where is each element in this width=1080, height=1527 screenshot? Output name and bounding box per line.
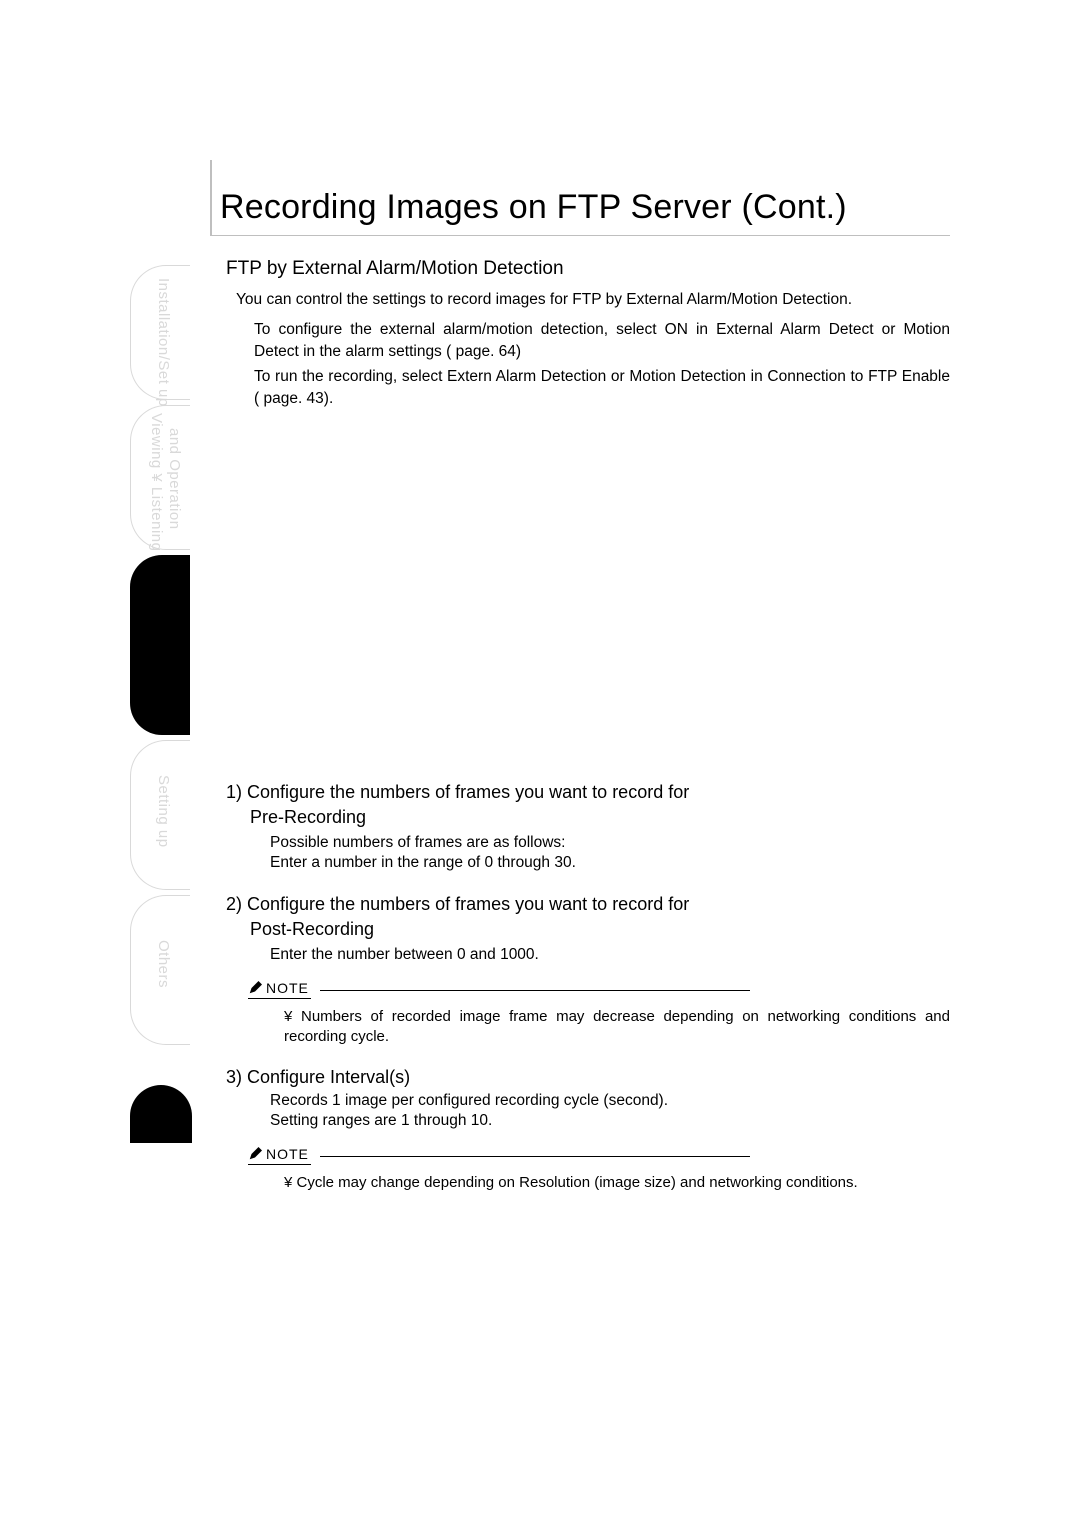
intro-paragraph: You can control the settings to record i…	[236, 290, 950, 311]
tab-others-label: Others	[155, 940, 172, 988]
title-wrap: Recording Images on FTP Server (Cont.)	[210, 160, 950, 236]
pencil-icon	[248, 981, 262, 995]
note-2-badge: NOTE	[248, 1146, 311, 1165]
content-column: Recording Images on FTP Server (Cont.) F…	[210, 160, 950, 1201]
note-1-rule	[320, 990, 750, 991]
page-thumb-icon	[130, 1085, 192, 1143]
step-1-sub: Pre-Recording	[250, 807, 950, 828]
tab-active	[130, 555, 190, 735]
step-2-line-1: Enter the number between 0 and 1000.	[270, 946, 950, 964]
manual-page: Installation/Set up Viewing ¥ Listening …	[0, 0, 1080, 1527]
step-2-heading: 2) Configure the numbers of frames you w…	[226, 894, 950, 915]
step-3-heading: 3) Configure Interval(s)	[226, 1067, 950, 1088]
tab-viewing-label-1: Viewing ¥ Listening	[148, 413, 165, 551]
step-3-line-2: Setting ranges are 1 through 10.	[270, 1112, 950, 1130]
note-1-body: ¥ Numbers of recorded image frame may de…	[284, 1007, 950, 1048]
screenshot-placeholder	[210, 414, 950, 764]
note-2-label: NOTE	[266, 1146, 309, 1162]
step-1-line-1: Possible numbers of frames are as follow…	[270, 834, 950, 852]
step-3-line-1: Records 1 image per configured recording…	[270, 1092, 950, 1110]
note-2-body: ¥ Cycle may change depending on Resoluti…	[284, 1173, 950, 1193]
note-2: NOTE ¥ Cycle may change depending on Res…	[248, 1146, 950, 1193]
section-heading: FTP by External Alarm/Motion Detection	[226, 258, 950, 280]
note-1: NOTE ¥ Numbers of recorded image frame m…	[248, 980, 950, 1048]
tab-installation-label: Installation/Set up	[155, 278, 172, 407]
step-1-line-2: Enter a number in the range of 0 through…	[270, 854, 950, 872]
note-1-label: NOTE	[266, 980, 309, 996]
step-1-heading: 1) Configure the numbers of frames you w…	[226, 782, 950, 803]
step-2-sub: Post-Recording	[250, 919, 950, 940]
tab-viewing-label-2: and Operation	[166, 428, 183, 530]
pencil-icon	[248, 1147, 262, 1161]
page-title: Recording Images on FTP Server (Cont.)	[220, 188, 950, 227]
config-line-1: To configure the external alarm/motion d…	[254, 319, 950, 362]
config-line-2: To run the recording, select Extern Alar…	[254, 366, 950, 409]
note-2-rule	[320, 1156, 750, 1157]
note-1-badge: NOTE	[248, 980, 311, 999]
tab-setting-label: Setting up	[155, 775, 172, 848]
